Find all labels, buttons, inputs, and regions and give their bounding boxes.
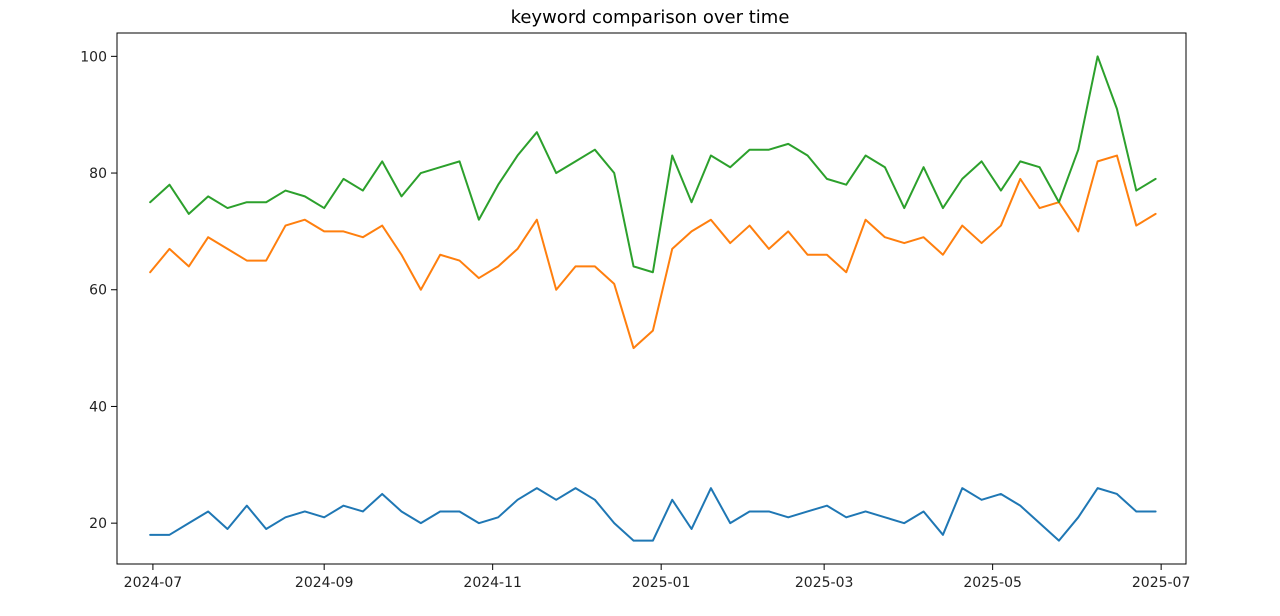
- plot-area-frame: [116, 32, 1187, 565]
- x-tick-label: 2025-03: [795, 575, 854, 591]
- series-line-3: [149, 55, 1157, 274]
- x-tick-label: 2025-05: [963, 575, 1022, 591]
- x-tick-label: 2024-11: [463, 575, 522, 591]
- y-tick-label: 100: [80, 49, 107, 65]
- x-tick-label: 2024-07: [124, 575, 183, 591]
- y-tick-label: 60: [89, 283, 107, 299]
- x-tick-label: 2025-07: [1132, 575, 1191, 591]
- x-tick-label: 2025-01: [632, 575, 691, 591]
- chart-title: keyword comparison over time: [511, 7, 790, 28]
- series-line-1: [149, 487, 1157, 542]
- series-line-2: [149, 154, 1157, 350]
- y-tick-label: 80: [89, 166, 107, 182]
- y-axis: 20 40 60 80 100: [80, 49, 117, 532]
- series-layer: [149, 55, 1157, 542]
- x-tick-label: 2024-09: [295, 575, 354, 591]
- y-tick-label: 20: [89, 516, 107, 532]
- x-axis: 2024-07 2024-09 2024-11 2025-01 2025-03 2025-…: [124, 564, 1191, 591]
- y-tick-label: 40: [89, 399, 107, 415]
